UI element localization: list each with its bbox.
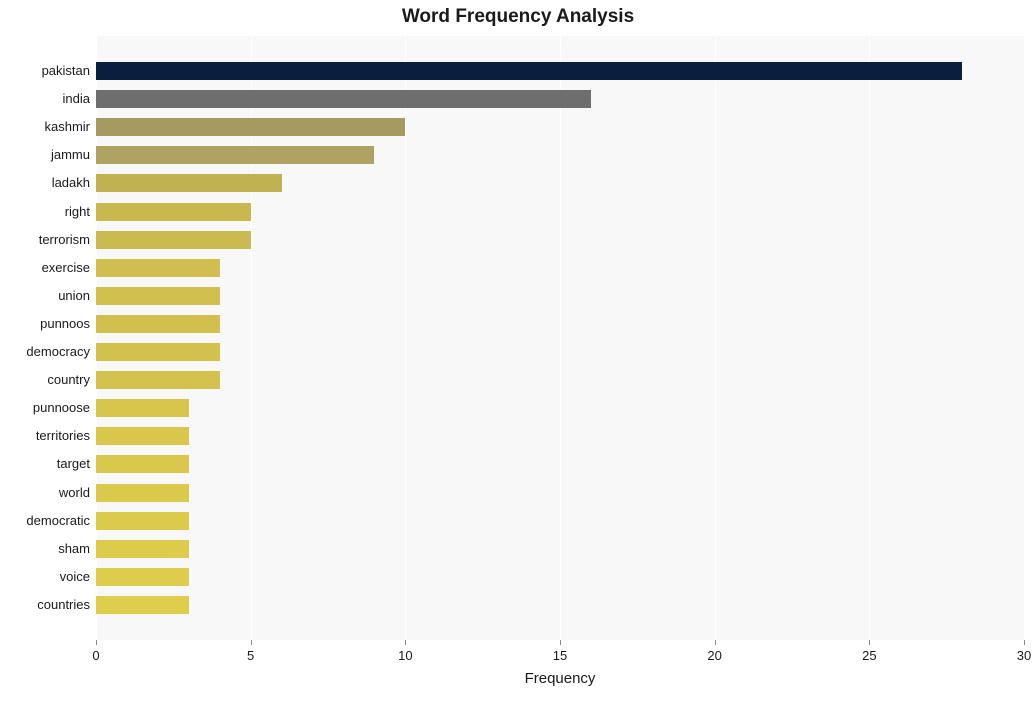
bar: [96, 315, 220, 333]
x-tick-label: 0: [92, 648, 99, 663]
y-tick-label: countries: [0, 596, 90, 614]
y-tick-label: democratic: [0, 512, 90, 530]
x-tick-label: 25: [862, 648, 876, 663]
bar: [96, 455, 189, 473]
chart-title: Word Frequency Analysis: [0, 6, 1036, 28]
x-tick: [96, 640, 97, 645]
bar: [96, 231, 251, 249]
gridline: [560, 36, 561, 640]
x-tick: [251, 640, 252, 645]
bar: [96, 512, 189, 530]
bar: [96, 146, 374, 164]
x-tick: [560, 640, 561, 645]
y-tick-label: world: [0, 484, 90, 502]
gridline: [869, 36, 870, 640]
x-tick: [405, 640, 406, 645]
bar: [96, 596, 189, 614]
y-tick-label: india: [0, 90, 90, 108]
y-tick-label: pakistan: [0, 62, 90, 80]
plot-area: [96, 36, 1024, 640]
gridline: [405, 36, 406, 640]
x-tick-label: 5: [247, 648, 254, 663]
bar: [96, 259, 220, 277]
chart-container: Word Frequency Analysis Frequency 0 5 10 15…: [0, 0, 1036, 701]
bar: [96, 568, 189, 586]
y-tick-label: target: [0, 455, 90, 473]
bar: [96, 203, 251, 221]
y-tick-label: territories: [0, 427, 90, 445]
bar: [96, 371, 220, 389]
bar: [96, 90, 591, 108]
gridline: [715, 36, 716, 640]
bar: [96, 540, 189, 558]
xaxis-title: Frequency: [96, 670, 1024, 687]
bar: [96, 399, 189, 417]
bar: [96, 484, 189, 502]
y-tick-label: jammu: [0, 146, 90, 164]
y-tick-label: punnoos: [0, 315, 90, 333]
y-tick-label: exercise: [0, 259, 90, 277]
bar: [96, 174, 282, 192]
bar: [96, 118, 405, 136]
y-tick-label: country: [0, 371, 90, 389]
bar: [96, 427, 189, 445]
y-tick-label: democracy: [0, 343, 90, 361]
y-tick-label: ladakh: [0, 174, 90, 192]
y-tick-label: terrorism: [0, 231, 90, 249]
y-tick-label: kashmir: [0, 118, 90, 136]
bar: [96, 287, 220, 305]
x-tick: [869, 640, 870, 645]
x-tick-label: 15: [553, 648, 567, 663]
x-tick-label: 10: [398, 648, 412, 663]
x-tick: [715, 640, 716, 645]
x-tick-label: 20: [707, 648, 721, 663]
y-tick-label: union: [0, 287, 90, 305]
y-tick-label: punnoose: [0, 399, 90, 417]
x-tick: [1024, 640, 1025, 645]
x-tick-label: 30: [1017, 648, 1031, 663]
bar: [96, 62, 962, 80]
gridline: [1024, 36, 1025, 640]
y-tick-label: voice: [0, 568, 90, 586]
y-tick-label: right: [0, 203, 90, 221]
bar: [96, 343, 220, 361]
y-tick-label: sham: [0, 540, 90, 558]
